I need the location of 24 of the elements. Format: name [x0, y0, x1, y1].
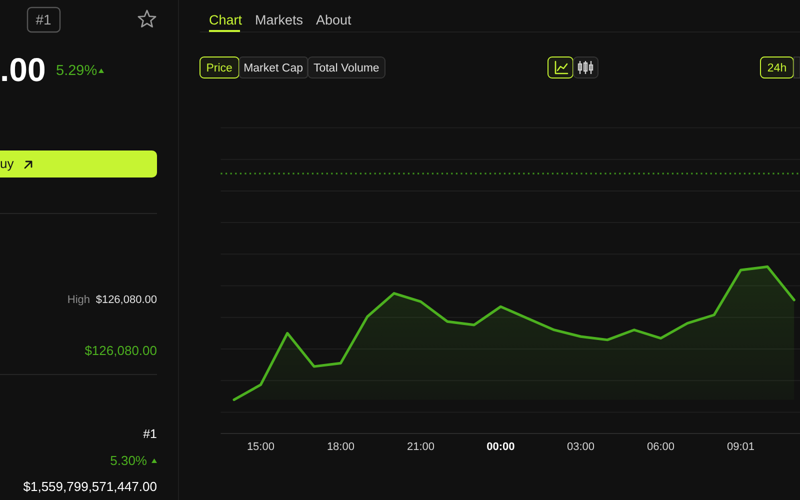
text: $126,080.00 [96, 294, 157, 306]
text: 5.29% [56, 63, 98, 79]
text: #1 [143, 427, 158, 441]
text: 5.30% [110, 453, 148, 468]
text: About [316, 12, 352, 28]
x-tick-label: 06:00 [646, 441, 675, 453]
text: $126,080.00 [84, 343, 157, 358]
text: .00 [0, 51, 46, 88]
text: High [67, 294, 90, 306]
x-tick-label: 18:00 [326, 441, 354, 453]
text: Total Volume [313, 62, 380, 74]
x-tick-label: 09:01 [727, 441, 755, 453]
x-tick-label: 03:00 [566, 441, 595, 453]
text: Markets [255, 12, 304, 28]
text: uy [0, 156, 14, 171]
text: Chart [209, 12, 242, 28]
x-tick-label: 21:00 [406, 441, 434, 453]
text: Price [206, 62, 232, 74]
text: Market Cap [244, 62, 304, 74]
text: $1,559,799,571,447.00 [23, 479, 157, 494]
x-tick-label: 15:00 [246, 441, 274, 453]
text: #1 [36, 12, 52, 28]
text: 24h [767, 62, 787, 74]
x-tick-label: 00:00 [486, 441, 515, 453]
